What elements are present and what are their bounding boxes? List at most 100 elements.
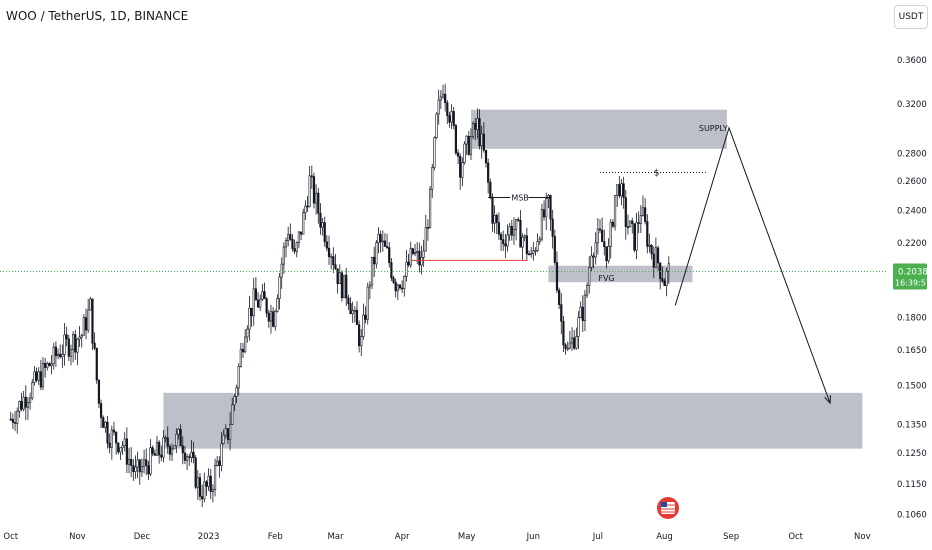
candle [69, 344, 73, 366]
candle [665, 267, 668, 297]
candle [499, 231, 503, 251]
candle [631, 217, 634, 234]
candle [534, 247, 537, 256]
candle [521, 233, 524, 260]
candle [392, 275, 395, 285]
candle [117, 442, 120, 455]
last-price-badge [893, 263, 927, 290]
candle [149, 439, 152, 477]
candle [11, 413, 15, 430]
candle [573, 330, 576, 350]
candle [553, 229, 556, 266]
candle [452, 106, 455, 130]
time-tick-label: Aug [656, 532, 673, 542]
currency-button[interactable]: USDT [894, 5, 928, 29]
level-label-msb: MSB [511, 193, 528, 202]
candle [530, 247, 533, 258]
candle [312, 172, 316, 209]
candle [130, 447, 133, 478]
candle [110, 425, 113, 460]
candle [192, 441, 195, 464]
candle [35, 367, 38, 383]
candle [134, 455, 137, 479]
time-tick-label: Nov [69, 532, 86, 542]
candle [233, 394, 236, 412]
candle [269, 304, 273, 334]
candle [370, 256, 374, 290]
candle [472, 121, 475, 139]
candle [310, 165, 313, 189]
candle [106, 416, 109, 449]
time-tick-label: Oct [3, 532, 18, 542]
candle [295, 241, 298, 258]
candle [164, 435, 167, 443]
candle [50, 355, 53, 375]
candle [44, 358, 47, 378]
candle [82, 314, 85, 336]
candle [123, 432, 126, 452]
candle [626, 214, 630, 235]
candle [390, 257, 393, 282]
candle [274, 309, 277, 331]
zone-supply [470, 109, 727, 149]
time-tick-label: Feb [268, 532, 283, 542]
candle [551, 209, 554, 249]
candle [637, 211, 640, 234]
candle [185, 453, 189, 471]
candle [538, 236, 541, 245]
candle [345, 267, 348, 306]
candle [598, 219, 602, 234]
candle [491, 193, 494, 232]
candle [74, 329, 77, 360]
price-axis[interactable]: 0.3600 0.3200 0.2800 0.2600 0.2400 0.2200 0.18… [897, 56, 927, 520]
candle [401, 280, 404, 293]
candle [203, 472, 206, 503]
candle [433, 136, 436, 171]
candle [261, 283, 264, 302]
candle [497, 212, 501, 240]
candle [80, 333, 83, 348]
candle [330, 253, 333, 270]
candle [91, 298, 94, 351]
candle [246, 325, 249, 343]
candle [542, 200, 546, 221]
candle [588, 256, 591, 294]
candle [231, 397, 234, 426]
level-label-liquidity: $ [654, 169, 660, 179]
candle [198, 473, 202, 501]
candle [334, 253, 337, 270]
candle [661, 266, 664, 283]
candle [162, 430, 165, 463]
candle [428, 185, 432, 229]
candle [237, 363, 240, 396]
candle [512, 217, 516, 245]
candle [549, 194, 552, 231]
last-price-value: 0.2038 [898, 267, 928, 277]
candle [179, 424, 182, 447]
candle [263, 282, 266, 300]
candle [555, 251, 559, 294]
candle [56, 348, 60, 360]
candle [87, 298, 90, 334]
candle [628, 220, 632, 228]
time-tick-label: Jul [592, 532, 603, 542]
candle [570, 327, 574, 351]
price-tick-label: 0.1500 [897, 381, 927, 391]
candle [272, 307, 275, 328]
candle [142, 449, 146, 474]
projection-layer [674, 126, 831, 405]
candle [254, 277, 258, 301]
candle [585, 282, 589, 299]
candle [592, 252, 595, 269]
time-axis[interactable]: Oct Nov Dec 2023 Feb Mar Apr May Jun Jul Aug Sep Oct… [3, 532, 870, 542]
candle [517, 217, 520, 222]
candle [437, 89, 440, 125]
flag-icon[interactable] [657, 497, 679, 519]
candle [605, 246, 608, 269]
candle [639, 205, 642, 234]
candle [220, 431, 223, 472]
candle [480, 125, 483, 159]
candle [622, 176, 625, 209]
